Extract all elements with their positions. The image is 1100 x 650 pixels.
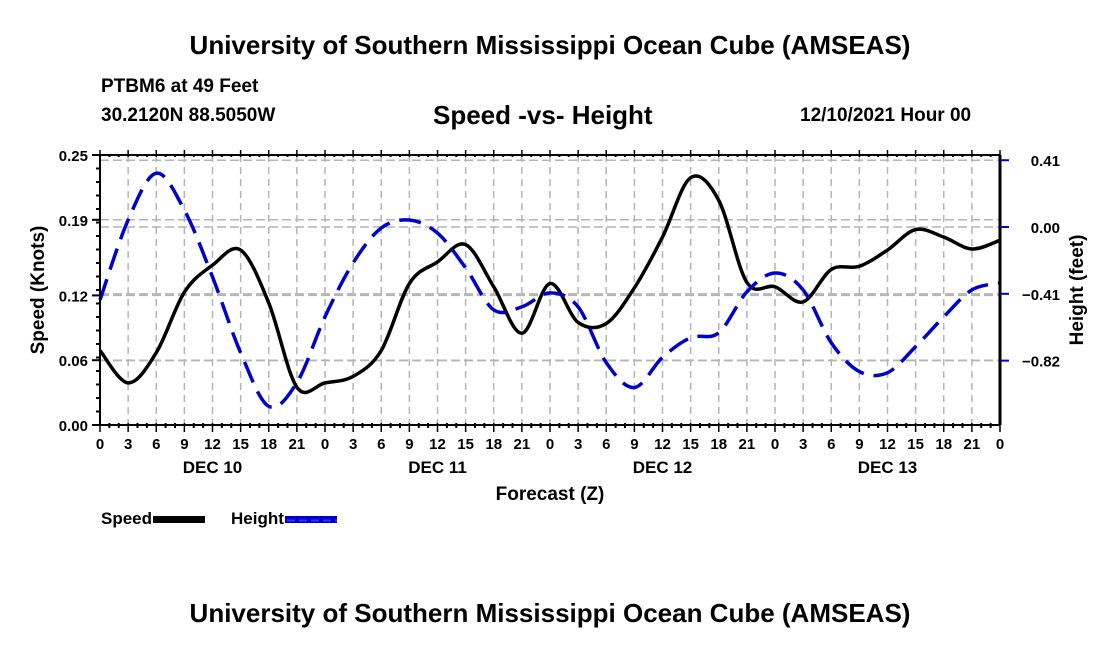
x-tick-label: 15	[682, 436, 699, 453]
y2-tick-label: 0.00	[1031, 220, 1060, 237]
grid	[100, 154, 1000, 425]
coordinates-label: 30.2120N 88.5050W	[101, 105, 276, 126]
x-tick-label: 18	[710, 436, 727, 453]
x-tick-label: 9	[180, 436, 188, 453]
y-tick-label: 0.12	[59, 288, 88, 305]
y-tick-label: 0.25	[59, 148, 88, 165]
series-lines	[98, 171, 1001, 410]
series-line-speed	[98, 174, 1001, 395]
day-label: DEC 12	[633, 458, 693, 477]
x-tick-label: 0	[771, 436, 779, 453]
x-tick-label: 0	[546, 436, 554, 453]
x-tick-label: 0	[96, 436, 104, 453]
x-tick-label: 9	[855, 436, 863, 453]
x-tick-label: 6	[152, 436, 160, 453]
x-tick-label: 15	[457, 436, 474, 453]
x-tick-label: 12	[429, 436, 446, 453]
y2-axis-title: Height (feet)	[1067, 235, 1088, 346]
x-tick-label: 3	[124, 436, 132, 453]
y2-tick-label: −0.82	[1022, 354, 1060, 371]
day-label: DEC 10	[183, 458, 243, 477]
x-tick-label: 0	[321, 436, 329, 453]
x-tick-label: 12	[879, 436, 896, 453]
x-tick-label: 15	[232, 436, 249, 453]
legend-speed-label: Speed	[101, 509, 153, 528]
x-tick-label: 21	[514, 436, 531, 453]
legend-height-label: Height	[231, 509, 284, 528]
legend-height-swatch	[284, 516, 337, 524]
y-tick-label: 0.00	[59, 418, 88, 435]
x-tick-label: 15	[907, 436, 924, 453]
x-tick-label: 18	[935, 436, 952, 453]
legend-speed-swatch	[153, 516, 206, 524]
x-tick-label: 6	[602, 436, 610, 453]
x-tick-label: 18	[485, 436, 502, 453]
x-tick-label: 12	[204, 436, 221, 453]
x-tick-label: 21	[964, 436, 981, 453]
x-tick-label: 3	[799, 436, 807, 453]
run-date-label: 12/10/2021 Hour 00	[800, 105, 972, 126]
main-title: University of Southern Mississippi Ocean…	[189, 30, 911, 60]
x-tick-label: 18	[260, 436, 277, 453]
y2-tick-label: 0.41	[1031, 153, 1060, 170]
x-tick-label: 12	[654, 436, 671, 453]
station-label: PTBM6 at 49 Feet	[101, 76, 259, 97]
day-label: DEC 13	[858, 458, 918, 477]
x-tick-label: 6	[377, 436, 385, 453]
x-tick-label: 21	[739, 436, 756, 453]
x-tick-label: 21	[289, 436, 306, 453]
footer-title: University of Southern Mississippi Ocean…	[189, 598, 911, 628]
y-tick-label: 0.06	[59, 353, 88, 370]
x-tick-label: 6	[827, 436, 835, 453]
x-tick-label: 3	[574, 436, 582, 453]
y-tick-label: 0.19	[59, 213, 88, 230]
x-tick-label: 3	[349, 436, 357, 453]
series-line-height	[98, 171, 1001, 410]
x-tick-label: 9	[630, 436, 638, 453]
x-tick-label: 9	[405, 436, 413, 453]
legend-item-height: Height	[231, 509, 337, 529]
day-label: DEC 11	[408, 458, 467, 477]
x-tick-label: 0	[996, 436, 1004, 453]
axes	[92, 150, 1009, 432]
x-axis-title: Forecast (Z)	[496, 484, 605, 505]
y-axis-title: Speed (Knots)	[28, 226, 49, 355]
y2-tick-label: −0.41	[1022, 287, 1060, 304]
chart-title: Speed -vs- Height	[433, 100, 653, 130]
axis-labels: Forecast (Z) Speed (Knots) Height (feet)…	[28, 148, 1088, 505]
legend-item-speed: Speed	[101, 509, 206, 529]
